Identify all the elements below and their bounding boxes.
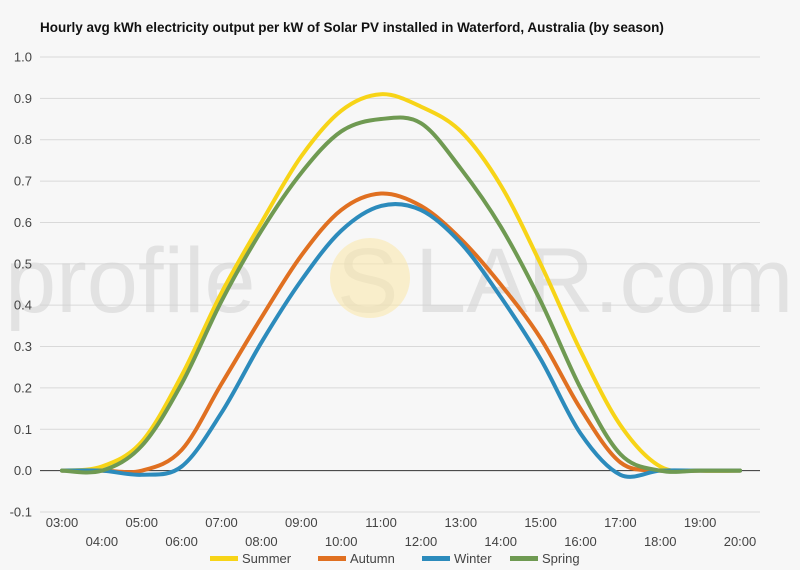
x-tick-label: 16:00 (564, 534, 597, 549)
x-tick-label: 17:00 (604, 515, 637, 530)
legend-swatch (318, 556, 346, 561)
y-tick-label: 0.8 (14, 132, 32, 147)
y-tick-label: -0.1 (10, 505, 32, 520)
legend-swatch (510, 556, 538, 561)
series-line-winter (60, 202, 742, 479)
legend-label: Summer (242, 551, 292, 566)
y-axis: -0.1 0.0 0.1 0.2 0.3 0.4 0.5 0.6 0.7 0.8 0.9 1.0 (10, 50, 32, 520)
x-tick-label: 19:00 (684, 515, 717, 530)
x-tick-label: 09:00 (285, 515, 318, 530)
y-tick-label: 0.4 (14, 298, 32, 313)
x-tick-label: 15:00 (524, 515, 557, 530)
y-tick-label: 0.1 (14, 422, 32, 437)
x-tick-label: 05:00 (125, 515, 158, 530)
series-line-summer (60, 92, 742, 474)
grid (40, 56, 760, 513)
x-tick-label: 12:00 (405, 534, 438, 549)
x-tick-label: 11:00 (365, 515, 397, 530)
legend-label: Autumn (350, 551, 395, 566)
x-tick-label: 20:00 (724, 534, 757, 549)
x-tick-label: 03:00 (46, 515, 79, 530)
legend-swatch (422, 556, 450, 561)
y-tick-label: 0.7 (14, 174, 32, 189)
y-tick-label: 0.2 (14, 380, 32, 395)
y-tick-label: 0.6 (14, 215, 32, 230)
x-tick-label: 04:00 (86, 534, 119, 549)
legend-label: Winter (454, 551, 492, 566)
y-tick-label: 0.3 (14, 339, 32, 354)
x-tick-label: 06:00 (165, 534, 198, 549)
y-tick-label: 0.9 (14, 91, 32, 106)
legend-swatch (210, 556, 238, 561)
legend: Summer Autumn Winter Spring (210, 551, 580, 566)
x-tick-label: 07:00 (205, 515, 238, 530)
series-line-spring (60, 115, 742, 475)
x-tick-label: 13:00 (445, 515, 478, 530)
x-tick-label: 18:00 (644, 534, 677, 549)
chart-title: Hourly avg kWh electricity output per kW… (40, 20, 664, 35)
x-tick-label: 10:00 (325, 534, 358, 549)
x-tick-label: 08:00 (245, 534, 278, 549)
legend-label: Spring (542, 551, 580, 566)
series-lines (60, 92, 742, 479)
series-line-autumn (60, 191, 742, 475)
x-axis: 03:00 04:00 05:00 06:00 07:00 08:00 09:00 10:00… (46, 515, 757, 549)
y-tick-label: 1.0 (14, 50, 32, 65)
x-tick-label: 14:00 (484, 534, 517, 549)
y-tick-label: 0.5 (14, 256, 32, 271)
watermark-sun-icon (330, 238, 410, 318)
y-tick-label: 0.0 (14, 463, 32, 478)
